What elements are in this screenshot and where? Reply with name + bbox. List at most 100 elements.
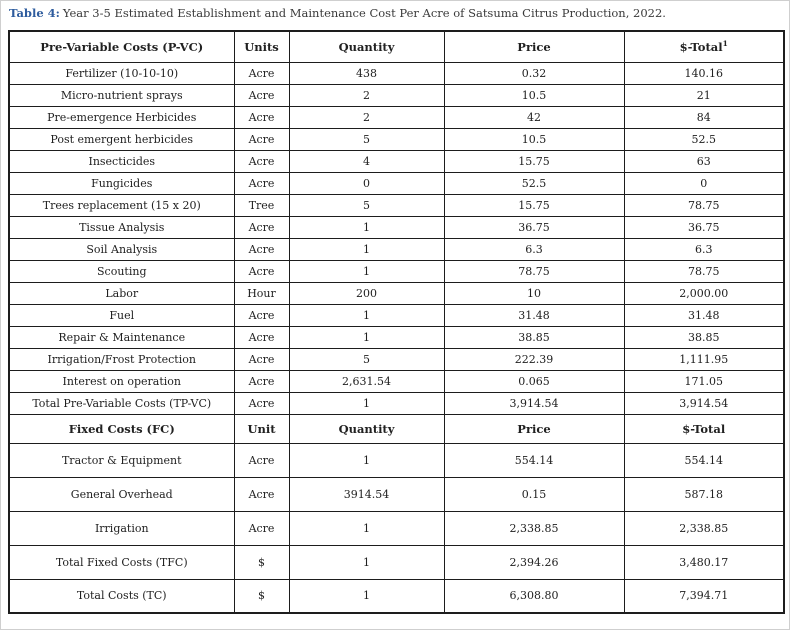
cell-total: 52.5 — [623, 127, 785, 151]
cell-total: 78.75 — [623, 193, 785, 217]
cell-item: General Overhead — [8, 476, 235, 512]
cell-unit: Acre — [233, 325, 290, 349]
cell-quantity: 1 — [288, 303, 445, 327]
pre-variable-row: Post emergent herbicides Acre 5 10.5 52.5 — [8, 127, 785, 151]
table-caption-text: Year 3-5 Estimated Establishment and Mai… — [62, 6, 666, 20]
pre-variable-row: Scouting Acre 1 78.75 78.75 — [8, 259, 785, 283]
cell-total: 84 — [623, 105, 785, 129]
cell-price: 0.15 — [443, 476, 625, 512]
cell-total: 21 — [623, 83, 785, 107]
cell-unit: Acre — [233, 149, 290, 173]
cell-unit: Acre — [233, 442, 290, 478]
cell-total: 554.14 — [623, 442, 785, 478]
fixed-cost-row: Irrigation Acre 1 2,338.85 2,338.85 — [8, 510, 785, 546]
cell-price: 31.48 — [443, 303, 625, 327]
pre-variable-row: Soil Analysis Acre 1 6.3 6.3 — [8, 237, 785, 261]
cell-total: 63 — [623, 149, 785, 173]
fixed-cost-row: Tractor & Equipment Acre 1 554.14 554.14 — [8, 442, 785, 478]
cell-item: Irrigation — [8, 510, 235, 546]
cell-total: 171.05 — [623, 369, 785, 393]
cell-unit: Acre — [233, 347, 290, 371]
cell-quantity: 2 — [288, 83, 445, 107]
cost-table: Pre-Variable Costs (P-VC) Units Quantity… — [8, 30, 785, 614]
cell-quantity: 5 — [288, 127, 445, 151]
pre-variable-row: Tissue Analysis Acre 1 36.75 36.75 — [8, 215, 785, 239]
cell-unit: Acre — [233, 369, 290, 393]
cell-total: 38.85 — [623, 325, 785, 349]
cell-quantity: 1 — [288, 510, 445, 546]
cell-quantity: 1 — [288, 578, 445, 614]
cell-unit: Acre — [233, 391, 290, 415]
cell-price: 15.75 — [443, 193, 625, 217]
cell-quantity: 1 — [288, 259, 445, 283]
cell-item: Interest on operation — [8, 369, 235, 393]
cell-total: 0 — [623, 171, 785, 195]
pre-variable-row: Labor Hour 200 10 2,000.00 — [8, 281, 785, 305]
cell-item: Soil Analysis — [8, 237, 235, 261]
cell-item: Pre-emergence Herbicides — [8, 105, 235, 129]
cell-quantity: 1 — [288, 442, 445, 478]
cell-quantity: 5 — [288, 193, 445, 217]
cell-price: 0.065 — [443, 369, 625, 393]
cell-item: Fungicides — [8, 171, 235, 195]
cell-price: Price — [443, 413, 625, 444]
cell-unit: $ — [233, 544, 290, 580]
cell-total: 78.75 — [623, 259, 785, 283]
cell-item: Tractor & Equipment — [8, 442, 235, 478]
cell-item: Fertilizer (10-10-10) — [8, 61, 235, 85]
cell-unit: Acre — [233, 127, 290, 151]
pre-variable-row: Pre-emergence Herbicides Acre 2 42 84 — [8, 105, 785, 129]
cell-unit: Acre — [233, 476, 290, 512]
cell-total: 587.18 — [623, 476, 785, 512]
cell-item: Labor — [8, 281, 235, 305]
pre-variable-row: Fungicides Acre 0 52.5 0 — [8, 171, 785, 195]
cell-price: 2,338.85 — [443, 510, 625, 546]
fixed-costs-header-row: Fixed Costs (FC) Unit Quantity Price $-Total — [8, 413, 785, 444]
cell-item: Irrigation/Frost Protection — [8, 347, 235, 371]
cell-quantity: 1 — [288, 237, 445, 261]
pre-variable-header-row: Pre-Variable Costs (P-VC) Units Quantity… — [8, 30, 785, 63]
fixed-cost-row: Total Costs (TC) $1 6,308.80 7,394.71 — [8, 578, 785, 614]
cell-unit: $ — [233, 578, 290, 614]
cell-unit: Tree — [233, 193, 290, 217]
cell-item: Repair & Maintenance — [8, 325, 235, 349]
cell-quantity: 200 — [288, 281, 445, 305]
cell-price: 222.39 — [443, 347, 625, 371]
cell-total: 6.3 — [623, 237, 785, 261]
pre-variable-row: Interest on operation Acre 2,631.54 0.065 17… — [8, 369, 785, 393]
fixed-cost-row: General Overhead Acre 3914.54 0.15 587.18 — [8, 476, 785, 512]
cell-unit: Unit — [233, 413, 290, 444]
cell-item: Fixed Costs (FC) — [8, 413, 235, 444]
cell-item: Insecticides — [8, 149, 235, 173]
header-quantity: Quantity — [288, 30, 445, 63]
pre-variable-row: Total Pre-Variable Costs (TP-VC) Acre 1 3,9… — [8, 391, 785, 415]
cell-price: 10 — [443, 281, 625, 305]
header-units: Units — [233, 30, 290, 63]
cell-unit: Acre — [233, 259, 290, 283]
cell-unit: Acre — [233, 215, 290, 239]
cell-unit: Acre — [233, 171, 290, 195]
cell-unit: Acre — [233, 83, 290, 107]
cell-total: 1,111.95 — [623, 347, 785, 371]
cell-total: 140.16 — [623, 61, 785, 85]
cell-price: 0.32 — [443, 61, 625, 85]
header-price: Price — [443, 30, 625, 63]
cell-price: 78.75 — [443, 259, 625, 283]
cell-price: 6,308.80 — [443, 578, 625, 614]
cell-price: 42 — [443, 105, 625, 129]
cell-unit: Acre — [233, 61, 290, 85]
cell-quantity: 1 — [288, 391, 445, 415]
cell-item: Fuel — [8, 303, 235, 327]
cell-total: 3,914.54 — [623, 391, 785, 415]
cell-price: 36.75 — [443, 215, 625, 239]
cell-quantity: 5 — [288, 347, 445, 371]
pre-variable-row: Fertilizer (10-10-10) Acre 438 0.32 140.16 — [8, 61, 785, 85]
cell-total: 31.48 — [623, 303, 785, 327]
pre-variable-row: Irrigation/Frost Protection Acre 5 222.39 1,… — [8, 347, 785, 371]
table-caption: Table 4: Year 3-5 Estimated Establishment… — [9, 6, 782, 21]
cell-price: 52.5 — [443, 171, 625, 195]
cell-item: Total Costs (TC) — [8, 578, 235, 614]
pre-variable-row: Trees replacement (15 x 20) Tree 5 15.75 78.… — [8, 193, 785, 217]
cell-quantity: 2 — [288, 105, 445, 129]
